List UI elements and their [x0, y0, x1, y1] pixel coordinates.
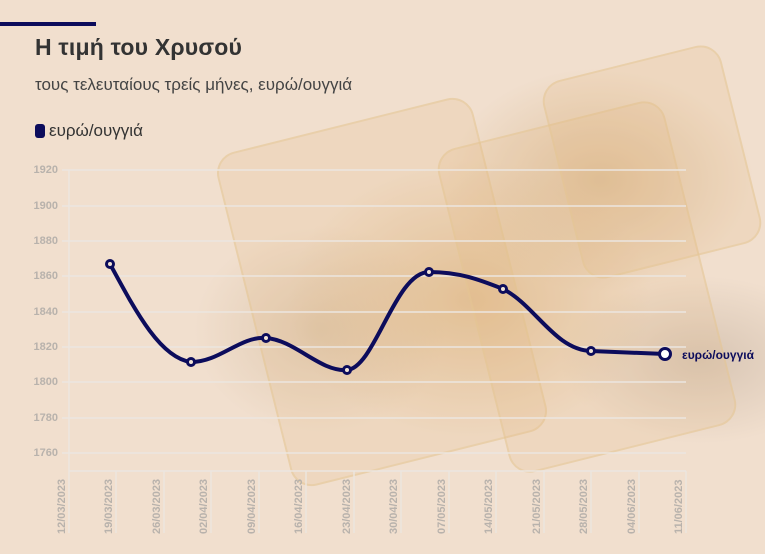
legend-swatch-icon [35, 124, 45, 138]
x-tick-label: 02/04/2023 [198, 478, 210, 534]
y-tick-label: 1880 [33, 235, 58, 247]
gridlines [62, 169, 686, 472]
x-tick-label: 23/04/2023 [341, 478, 353, 534]
x-tick-label: 07/05/2023 [436, 478, 448, 534]
x-tick-label: 21/05/2023 [531, 478, 543, 534]
y-tick-label: 1820 [33, 341, 58, 353]
data-points [105, 259, 672, 375]
y-tick-label: 1840 [33, 306, 58, 318]
y-tick-label: 1760 [33, 447, 58, 459]
header-accent-rule [0, 22, 96, 26]
x-tick-label: 30/04/2023 [388, 478, 400, 534]
x-tick-label: 16/04/2023 [293, 478, 305, 534]
x-tick-label: 12/03/2023 [56, 478, 68, 534]
x-tick-label: 04/06/2023 [626, 478, 638, 534]
legend-label: ευρώ/ουγγιά [49, 121, 143, 140]
x-tick-label: 26/03/2023 [151, 478, 163, 534]
legend-item[interactable]: ευρώ/ουγγιά [35, 121, 143, 141]
x-tick-label: 14/05/2023 [483, 478, 495, 534]
chart-subtitle: τους τελευταίους τρείς μήνες, ευρώ/ουγγι… [35, 75, 353, 94]
y-tick-label: 1920 [33, 164, 58, 176]
x-tick-label: 19/03/2023 [103, 478, 115, 534]
y-tick-label: 1800 [33, 376, 58, 388]
x-tick-label: 28/05/2023 [578, 478, 590, 534]
series-end-label: ευρώ/ουγγιά [682, 348, 754, 362]
y-tick-label: 1860 [33, 270, 58, 282]
y-tick-label: 1900 [33, 200, 58, 212]
chart-title: Η τιμή του Χρυσού [35, 34, 243, 60]
x-tick-marks [68, 170, 687, 533]
x-tick-label: 11/06/2023 [673, 479, 685, 534]
y-tick-label: 1780 [33, 412, 58, 424]
x-tick-label: 09/04/2023 [246, 478, 258, 534]
series-line-euro-per-ounce [108, 262, 667, 373]
